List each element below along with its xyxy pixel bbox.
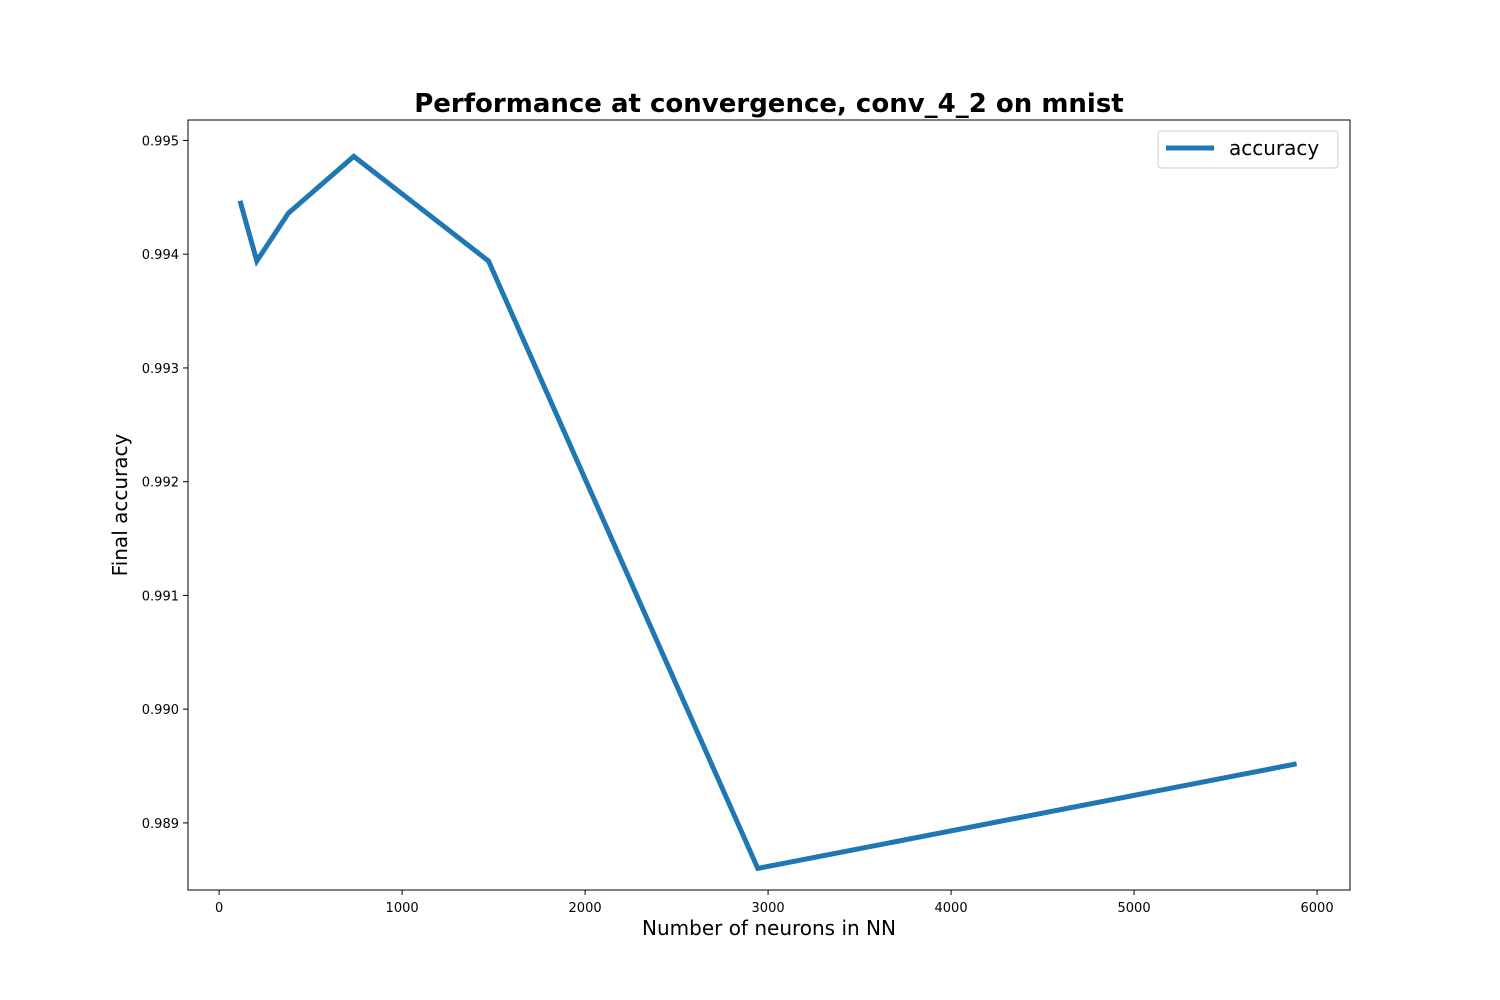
y-tick-label: 0.990 [142, 703, 179, 718]
x-tick-label: 6000 [1301, 901, 1334, 916]
x-tick-label: 3000 [752, 901, 785, 916]
y-tick-label: 0.995 [142, 134, 179, 149]
series-layer [237, 153, 1298, 872]
y-tick-label: 0.992 [142, 476, 179, 491]
legend-box [1157, 130, 1339, 169]
x-tick-label: 5000 [1118, 901, 1151, 916]
legend: accuracy [1157, 130, 1339, 169]
y-tick-label: 0.989 [142, 817, 179, 832]
y-tick-label: 0.991 [142, 589, 179, 604]
x-axis-ticks: 0 1000 2000 3000 4000 5000 6000 [215, 890, 1334, 916]
y-axis-ticks: 0.989 0.990 0.991 0.992 0.993 0.994 0.995 [142, 134, 188, 832]
x-tick-label: 1000 [386, 901, 419, 916]
chart-title: Performance at convergence, conv_4_2 on … [414, 89, 1124, 119]
y-tick-label: 0.993 [142, 362, 179, 377]
x-tick-label: 2000 [569, 901, 602, 916]
x-axis-label: Number of neurons in NN [642, 916, 896, 940]
x-tick-label: 0 [215, 901, 223, 916]
x-tick-label: 4000 [935, 901, 968, 916]
y-axis-label: Final accuracy [108, 433, 132, 576]
legend-label-accuracy: accuracy [1229, 136, 1319, 160]
plot-frame [187, 119, 1351, 891]
y-tick-label: 0.994 [142, 248, 179, 263]
